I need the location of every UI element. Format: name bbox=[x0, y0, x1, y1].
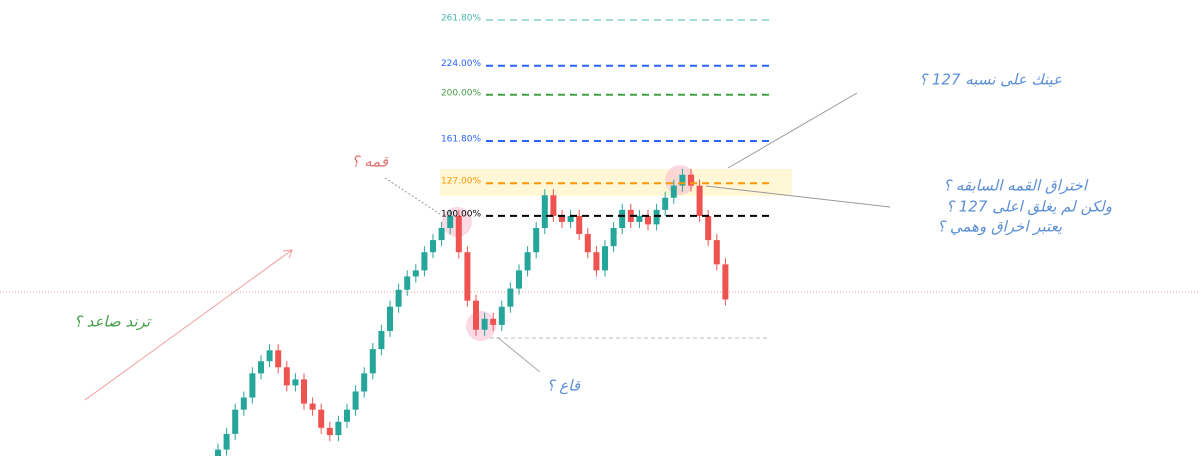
annotation: ولكن لم يغلق اعلى 127 ؟ bbox=[946, 198, 1112, 216]
annotation: قمه ؟ bbox=[351, 153, 388, 171]
candle-body bbox=[679, 174, 686, 186]
annotation: عينك على نسبه 127 ؟ bbox=[919, 71, 1062, 89]
candle-body bbox=[455, 215, 462, 253]
candle-body bbox=[722, 264, 729, 300]
candle-body bbox=[412, 270, 419, 277]
candle-body bbox=[507, 288, 514, 307]
arrow bbox=[727, 92, 858, 169]
candle-body bbox=[584, 234, 591, 253]
arrow bbox=[384, 177, 441, 215]
annotation: ترند صاعد ؟ bbox=[74, 313, 152, 331]
candle-body bbox=[387, 306, 393, 331]
fib-label: 161.80% bbox=[441, 135, 481, 145]
candle-body bbox=[593, 252, 600, 271]
candle-body bbox=[301, 379, 307, 404]
candle-body bbox=[395, 289, 402, 307]
candle-body bbox=[653, 209, 660, 225]
annotation: يعتبر اخراق وهمي ؟ bbox=[937, 218, 1062, 236]
arrow bbox=[84, 249, 293, 401]
candle-body bbox=[619, 209, 626, 229]
candle-body bbox=[352, 391, 359, 410]
arrow bbox=[705, 185, 891, 208]
candle-body bbox=[240, 397, 247, 410]
candle-body bbox=[705, 215, 712, 241]
annotation: قاع ؟ bbox=[547, 377, 581, 395]
candle-body bbox=[447, 215, 454, 229]
candle-body bbox=[541, 195, 548, 229]
candle-body bbox=[223, 433, 230, 450]
candle-body bbox=[430, 240, 436, 253]
candle-body bbox=[498, 306, 505, 325]
candle-body bbox=[232, 409, 239, 434]
fib-label: 127.00% bbox=[441, 177, 481, 187]
candle-body bbox=[490, 318, 497, 325]
candle-body bbox=[464, 252, 471, 301]
candle-body bbox=[326, 427, 333, 436]
candle-body bbox=[283, 367, 290, 386]
candle-body bbox=[335, 421, 342, 436]
candle-body bbox=[645, 215, 651, 225]
candle-body bbox=[567, 215, 574, 222]
fib-label: 100.00% bbox=[441, 209, 481, 219]
candle-body bbox=[576, 215, 583, 235]
candle-body bbox=[602, 246, 608, 271]
candle-body bbox=[292, 379, 299, 386]
arrow bbox=[496, 336, 541, 373]
candle-body bbox=[404, 276, 411, 290]
candle-body bbox=[662, 197, 669, 210]
candle-body bbox=[369, 349, 376, 374]
fib-label: 261.80% bbox=[441, 13, 481, 23]
fib-label: 224.00% bbox=[441, 59, 481, 69]
candle-body bbox=[421, 252, 428, 271]
candle-body bbox=[713, 240, 720, 265]
annotation: اختراق القمه السابقه ؟ bbox=[943, 177, 1089, 195]
candle-body bbox=[318, 409, 325, 428]
arrow-head bbox=[282, 249, 293, 259]
candle-body bbox=[696, 185, 703, 216]
candle-body bbox=[688, 174, 694, 186]
candle-body bbox=[275, 350, 282, 368]
candle-body bbox=[215, 449, 221, 456]
candle-body bbox=[610, 228, 617, 247]
fib-label: 200.00% bbox=[441, 88, 481, 98]
candle-body bbox=[559, 215, 565, 222]
candle-body bbox=[550, 195, 557, 216]
candle-body bbox=[249, 373, 256, 398]
candle-body bbox=[670, 185, 677, 198]
highlight bbox=[466, 311, 496, 341]
candle-body bbox=[481, 318, 488, 330]
candle-body bbox=[309, 403, 316, 410]
candle-body bbox=[533, 228, 540, 253]
candle-body bbox=[516, 270, 522, 289]
candle-body bbox=[266, 350, 273, 362]
candle-body bbox=[344, 409, 350, 422]
candle-body bbox=[438, 228, 445, 241]
candle-body bbox=[473, 300, 479, 330]
candle-body bbox=[378, 330, 385, 350]
candle-body bbox=[524, 252, 531, 271]
candle-body bbox=[636, 215, 643, 222]
candle-body bbox=[361, 373, 368, 392]
candle-body bbox=[258, 361, 264, 374]
